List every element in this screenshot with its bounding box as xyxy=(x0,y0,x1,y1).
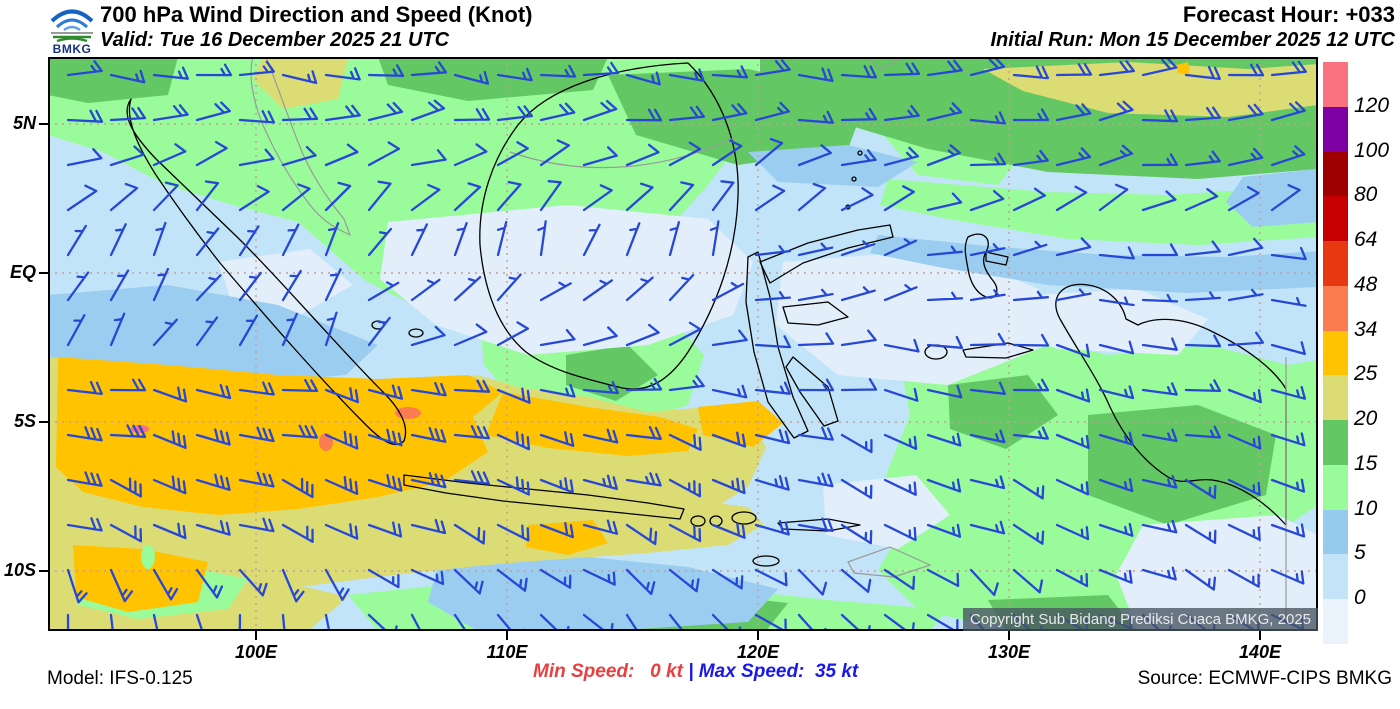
speed-fill-layer xyxy=(49,58,1317,630)
bmkg-logo-icon xyxy=(50,9,94,43)
legend-swatch xyxy=(1323,330,1348,376)
lat-label: 5N xyxy=(12,113,36,133)
map-border xyxy=(48,57,1318,631)
lon-label: 100E xyxy=(234,642,278,662)
legend-swatch xyxy=(1323,464,1348,510)
legend-swatch xyxy=(1323,62,1348,107)
legend-label: 64 xyxy=(1354,228,1378,251)
lat-tick xyxy=(39,123,48,125)
lon-tick xyxy=(1008,631,1010,640)
weather-map-canvas xyxy=(48,57,1318,631)
legend-label: 100 xyxy=(1354,138,1390,162)
copyright-note: Copyright Sub Bidang Prediksi Cuaca BMKG… xyxy=(962,608,1318,631)
lon-label: 140E xyxy=(1238,642,1282,662)
source-label: Source: ECMWF-CIPS BMKG xyxy=(1137,668,1392,689)
lon-tick xyxy=(506,631,508,640)
bmkg-logo: BMKG xyxy=(44,1,100,57)
legend-label: 0 xyxy=(1354,586,1366,609)
valid-time: Valid: Tue 16 December 2025 21 UTC xyxy=(100,29,450,51)
lon-label: 120E xyxy=(736,642,780,662)
speed-range: Min Speed: 0 kt | Max Speed: 35 kt xyxy=(533,661,858,683)
legend-label: 15 xyxy=(1354,451,1378,475)
lon-tick xyxy=(255,631,257,640)
lon-tick xyxy=(757,631,759,640)
legend-label: 10 xyxy=(1354,496,1378,520)
lat-tick xyxy=(39,272,48,274)
weather-map: Copyright Sub Bidang Prediksi Cuaca BMKG… xyxy=(48,57,1318,631)
legend-swatch xyxy=(1323,285,1348,331)
legend-label: 34 xyxy=(1354,317,1378,341)
lat-label: 10S xyxy=(3,560,36,580)
legend-label: 120 xyxy=(1354,93,1390,117)
legend-label: 20 xyxy=(1354,407,1378,430)
legend-swatch xyxy=(1323,151,1348,197)
wind-barbs xyxy=(66,58,1307,630)
lat-label: 5S xyxy=(13,411,36,431)
max-speed-label: Max Speed: 35 kt xyxy=(698,661,859,682)
bmkg-logo-text: BMKG xyxy=(52,42,92,56)
legend-swatch xyxy=(1323,375,1348,420)
forecast-hour: Forecast Hour: +033 xyxy=(1182,2,1395,27)
min-speed-label: Min Speed: 0 kt xyxy=(533,661,683,682)
lon-tick xyxy=(1259,631,1261,640)
lon-label: 130E xyxy=(987,642,1031,662)
legend-swatch xyxy=(1323,599,1348,644)
lat-label: EQ xyxy=(9,262,36,282)
lat-tick xyxy=(39,570,48,572)
legend-label: 48 xyxy=(1354,272,1378,296)
speed-separator: | xyxy=(682,661,699,682)
lon-label: 110E xyxy=(486,642,528,662)
page-title: 700 hPa Wind Direction and Speed (Knot) xyxy=(100,2,533,27)
legend-swatch xyxy=(1323,196,1348,241)
legend-label: 25 xyxy=(1354,362,1378,386)
legend-swatch xyxy=(1323,106,1348,152)
wind-barbs-layer xyxy=(66,58,1307,630)
legend-colorbar xyxy=(1323,62,1348,644)
lat-tick xyxy=(39,421,48,423)
model-label: Model: IFS-0.125 xyxy=(47,668,193,689)
legend-swatch xyxy=(1323,509,1348,555)
legend-label: 80 xyxy=(1354,183,1378,207)
legend-swatch xyxy=(1323,554,1348,599)
legend-swatch xyxy=(1323,420,1348,465)
legend-label: 5 xyxy=(1354,541,1366,565)
initial-run: Initial Run: Mon 15 December 2025 12 UTC xyxy=(990,29,1395,51)
legend-swatch xyxy=(1323,241,1348,286)
